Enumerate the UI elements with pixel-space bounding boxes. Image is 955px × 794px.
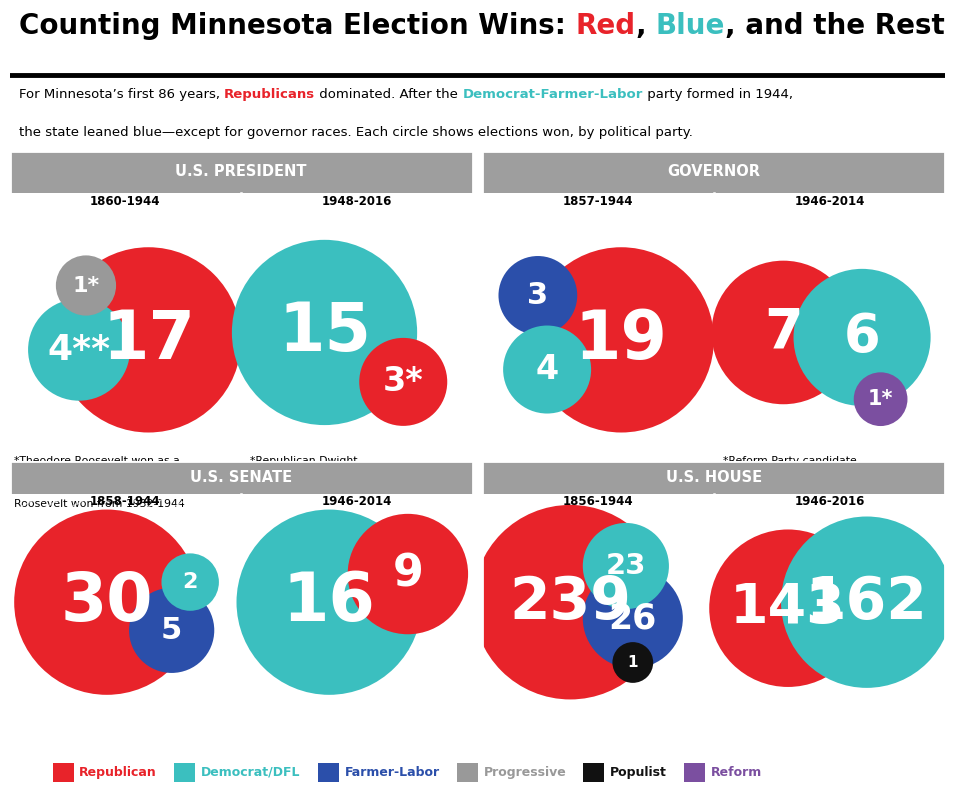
Text: Democrat/DFL: Democrat/DFL (201, 765, 301, 779)
Ellipse shape (348, 514, 468, 634)
Text: Red: Red (576, 12, 635, 40)
Ellipse shape (710, 530, 867, 687)
FancyBboxPatch shape (174, 762, 195, 782)
Text: Democrat-Farmer-Labor: Democrat-Farmer-Labor (462, 88, 643, 101)
Text: 1*: 1* (868, 389, 893, 409)
Text: 23: 23 (605, 552, 647, 580)
Text: Counting Minnesota Election Wins:: Counting Minnesota Election Wins: (19, 12, 576, 40)
Text: 30: 30 (60, 569, 153, 635)
FancyBboxPatch shape (456, 762, 478, 782)
Ellipse shape (237, 510, 422, 695)
Text: Blue: Blue (656, 12, 725, 40)
Ellipse shape (232, 240, 417, 425)
Text: U.S. SENATE: U.S. SENATE (190, 470, 292, 485)
Text: 239: 239 (509, 574, 631, 630)
Text: 143: 143 (730, 581, 846, 635)
Ellipse shape (14, 510, 200, 695)
Text: party formed in 1944,: party formed in 1944, (643, 88, 793, 101)
Text: 1858-1944: 1858-1944 (90, 495, 160, 508)
Ellipse shape (359, 338, 447, 426)
Text: 17: 17 (102, 306, 195, 373)
Text: 6: 6 (843, 311, 881, 364)
Text: 26: 26 (608, 601, 657, 635)
Text: Populist: Populist (610, 765, 667, 779)
Ellipse shape (499, 256, 577, 335)
Ellipse shape (854, 372, 907, 426)
Text: 1946-2014: 1946-2014 (322, 495, 393, 508)
Ellipse shape (473, 505, 668, 700)
Text: GOVERNOR: GOVERNOR (668, 164, 760, 179)
FancyBboxPatch shape (10, 461, 473, 495)
Ellipse shape (503, 326, 591, 414)
Ellipse shape (161, 553, 219, 611)
Text: 1948-2016: 1948-2016 (322, 195, 393, 208)
Text: 1*: 1* (73, 276, 99, 295)
Ellipse shape (583, 569, 683, 669)
Text: 162: 162 (806, 574, 927, 630)
Text: 16: 16 (283, 569, 375, 635)
Text: 3*: 3* (383, 365, 424, 399)
Text: dominated. After the: dominated. After the (315, 88, 462, 101)
Text: 4**: 4** (48, 333, 111, 367)
Text: 1856-1944: 1856-1944 (562, 495, 633, 508)
Ellipse shape (612, 642, 653, 683)
Text: 15: 15 (278, 299, 371, 365)
FancyBboxPatch shape (584, 762, 605, 782)
Text: *Theodore Roosevelt won as a
Progressive in 1912
**Democrat Franklin
Roosevelt w: *Theodore Roosevelt won as a Progressive… (14, 456, 185, 509)
Text: the state leaned blue—except for governor races. Each circle shows elections won: the state leaned blue—except for governo… (19, 125, 692, 138)
Text: 1857-1944: 1857-1944 (562, 195, 633, 208)
FancyBboxPatch shape (482, 151, 945, 193)
Text: Republicans: Republicans (224, 88, 315, 101)
Text: 1946-2016: 1946-2016 (795, 495, 865, 508)
Ellipse shape (55, 256, 117, 315)
FancyBboxPatch shape (684, 762, 705, 782)
Text: Farmer-Labor: Farmer-Labor (345, 765, 439, 779)
Text: 9: 9 (393, 553, 423, 596)
FancyBboxPatch shape (10, 151, 473, 193)
FancyBboxPatch shape (482, 461, 945, 495)
Text: U.S. HOUSE: U.S. HOUSE (666, 470, 762, 485)
Ellipse shape (28, 299, 130, 401)
Text: *Republican Dwight
D. Eisenhower won
in 1952 and 1956: *Republican Dwight D. Eisenhower won in … (250, 456, 358, 495)
Ellipse shape (711, 260, 855, 404)
Text: 4: 4 (536, 353, 559, 386)
Text: For Minnesota’s first 86 years,: For Minnesota’s first 86 years, (19, 88, 224, 101)
Text: U.S. PRESIDENT: U.S. PRESIDENT (176, 164, 307, 179)
Text: Republican: Republican (79, 765, 157, 779)
Text: 3: 3 (527, 281, 548, 310)
Text: 5: 5 (161, 616, 182, 645)
Text: ,: , (635, 12, 656, 40)
Text: Reform: Reform (711, 765, 762, 779)
Text: *Reform Party candidate
Jesse Ventura won in 1998: *Reform Party candidate Jesse Ventura wo… (723, 456, 867, 480)
Text: 1946-2014: 1946-2014 (795, 195, 865, 208)
Text: Progressive: Progressive (483, 765, 566, 779)
Ellipse shape (781, 517, 952, 688)
Ellipse shape (529, 247, 714, 433)
Text: 1860-1944: 1860-1944 (90, 195, 160, 208)
Text: 2: 2 (182, 572, 198, 592)
Text: 19: 19 (575, 306, 668, 373)
FancyBboxPatch shape (318, 762, 339, 782)
Ellipse shape (55, 247, 241, 433)
Text: , and the Rest: , and the Rest (725, 12, 944, 40)
FancyBboxPatch shape (53, 762, 74, 782)
Ellipse shape (129, 588, 214, 673)
Text: 1: 1 (627, 655, 638, 670)
Text: 7: 7 (764, 306, 802, 360)
Ellipse shape (794, 269, 930, 406)
Ellipse shape (583, 523, 668, 609)
